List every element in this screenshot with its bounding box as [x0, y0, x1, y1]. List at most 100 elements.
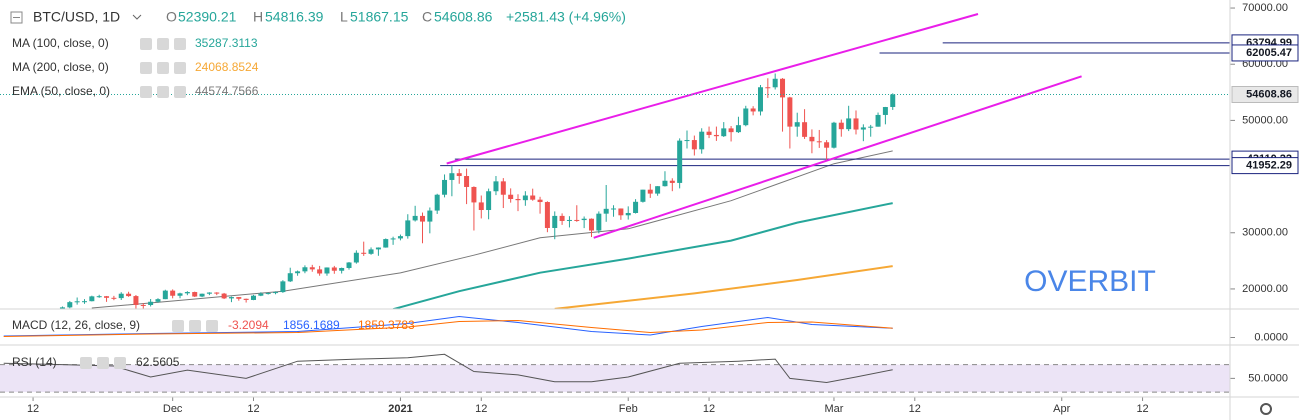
candle-body [618, 208, 624, 216]
candle-body [603, 208, 609, 214]
x-tick-label: 12 [909, 403, 921, 415]
macd-line [3, 319, 893, 337]
candle-body [728, 128, 734, 133]
candle-body [500, 181, 506, 195]
indicator-button[interactable] [140, 62, 152, 74]
chevron[interactable] [132, 14, 142, 20]
indicator-button[interactable] [80, 357, 92, 369]
candle-body [581, 218, 587, 221]
candle-body [397, 236, 403, 239]
rsi-name: RSI (14) [12, 355, 57, 369]
candle-body [104, 296, 110, 298]
candle-body [273, 292, 279, 294]
candle-body [295, 271, 301, 274]
candle-body [184, 292, 190, 294]
indicator-button[interactable] [157, 38, 169, 50]
y-tick-label: 50.0000 [1248, 372, 1288, 384]
indicator-button[interactable] [157, 62, 169, 74]
candle-body [882, 107, 888, 115]
price-pane [0, 13, 1230, 318]
candle-body [16, 315, 21, 316]
candle-body [809, 136, 815, 142]
candle-body [302, 267, 308, 272]
candle-body [846, 118, 852, 130]
candle-body [544, 202, 550, 228]
indicator-button[interactable] [174, 62, 186, 74]
x-tick-label: 12 [247, 403, 259, 415]
candle-body [566, 219, 572, 221]
candle-body [831, 122, 837, 148]
candle-body [258, 293, 264, 296]
candle-body [875, 114, 881, 127]
candle-body [699, 131, 705, 150]
rsi-pane [0, 353, 1230, 393]
candle-body [647, 189, 653, 194]
candle-body [375, 247, 381, 250]
x-tick-label: Apr [1053, 403, 1070, 415]
candle-body [38, 310, 43, 311]
candle-body [772, 78, 778, 88]
candle-body [133, 296, 139, 305]
candle-body [192, 292, 198, 297]
candle-body [206, 292, 212, 294]
indicator-button[interactable] [140, 86, 152, 98]
candle-body [1, 314, 6, 318]
trendline [593, 75, 1082, 239]
indicator-button[interactable] [189, 320, 201, 332]
candle-body [596, 213, 602, 231]
candle-body [493, 181, 499, 192]
candle-body [89, 296, 95, 302]
candle-body [361, 252, 367, 254]
candle-body [588, 218, 594, 231]
candle-body [478, 202, 484, 211]
macd-pane [3, 315, 893, 337]
candle-body [633, 201, 639, 213]
candle-body [309, 267, 315, 270]
indicator-button[interactable] [157, 86, 169, 98]
candle-body [67, 302, 73, 308]
indicator-button[interactable] [174, 86, 186, 98]
candle-body [59, 307, 65, 309]
indicator-button[interactable] [174, 38, 186, 50]
candle-body [691, 140, 697, 150]
x-tick-label: Mar [824, 403, 843, 415]
x-tick-label: 2021 [388, 403, 412, 415]
indicator-button[interactable] [140, 38, 152, 50]
candle-body [74, 301, 80, 303]
candle-body [750, 108, 756, 112]
axes: 70000.0060000.0050000.0030000.0020000.00… [27, 2, 1299, 415]
indicator-button[interactable] [172, 320, 184, 332]
indicator-button[interactable] [114, 357, 126, 369]
rsi-value: 62.5605 [136, 355, 180, 369]
indicator-name: MA (200, close, 0) [12, 60, 109, 74]
settings-icon[interactable] [1260, 403, 1272, 415]
candle-body [868, 126, 874, 128]
candle-body [537, 199, 543, 203]
candle-body [243, 298, 249, 300]
candle-body [655, 186, 661, 194]
candle-body [765, 87, 771, 89]
candle-body [31, 310, 36, 313]
macd-line [3, 315, 893, 337]
candle-body [140, 304, 146, 306]
candle-body [434, 194, 440, 211]
indicator-button[interactable] [97, 357, 109, 369]
candle-body [853, 118, 859, 130]
candle-body [780, 78, 786, 98]
candle-body [721, 128, 727, 137]
candle-body [368, 249, 374, 254]
collapse-icon[interactable] [10, 11, 23, 24]
candle-body [757, 87, 763, 112]
indicator-button[interactable] [206, 320, 218, 332]
candle-body [684, 140, 690, 142]
macd-value: 1856.1689 [283, 318, 340, 332]
candle-body [280, 281, 286, 293]
candle-body [405, 220, 411, 237]
candle-body [735, 125, 741, 133]
candle-body [449, 173, 455, 180]
candle-body [353, 252, 359, 263]
price-label-box [1231, 86, 1299, 104]
candle-body [287, 273, 293, 282]
macd-name: MACD (12, 26, close, 9) [12, 318, 140, 332]
